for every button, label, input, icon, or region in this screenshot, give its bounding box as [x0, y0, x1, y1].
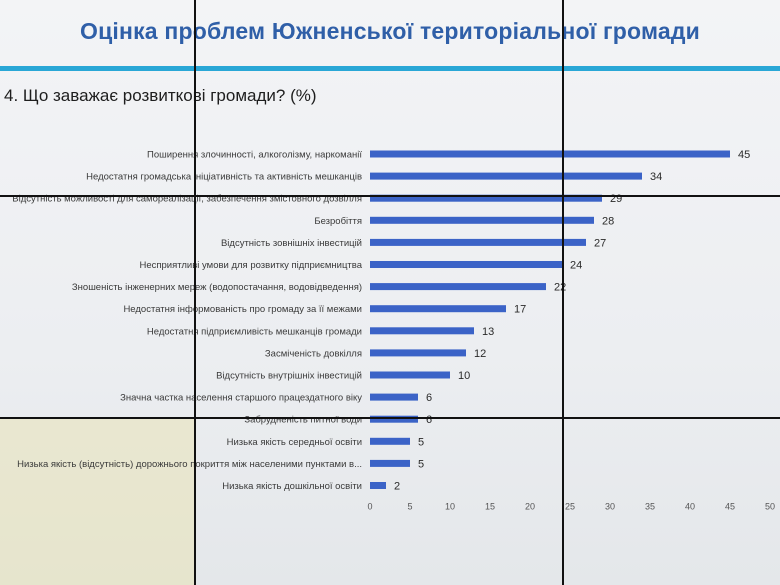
bar — [370, 150, 730, 158]
x-tick-label: 15 — [485, 502, 495, 512]
data-label: 5 — [418, 458, 424, 470]
category-label: Забрудненість питної води — [244, 415, 362, 426]
bar — [370, 459, 410, 467]
category-label: Поширення злочинності, алкоголізму, нарк… — [147, 150, 362, 161]
bar-chart: Поширення злочинності, алкоголізму, нарк… — [12, 149, 775, 512]
category-label: Зношеність інженерних мереж (водопостача… — [72, 282, 362, 293]
slide-title: Оцінка проблем Южненської територіальної… — [79, 18, 700, 44]
data-label: 5 — [418, 436, 424, 448]
screen-seam-horizontal-top — [0, 195, 780, 197]
screen-panel-tint — [0, 418, 195, 585]
bar — [370, 393, 418, 401]
x-tick-label: 10 — [445, 502, 455, 512]
x-tick-label: 5 — [407, 502, 412, 512]
x-tick-label: 25 — [565, 502, 575, 512]
x-tick-label: 45 — [725, 502, 735, 512]
data-label: 24 — [570, 260, 582, 272]
category-label: Недостатня підприємливість мешканців гро… — [147, 326, 362, 337]
bar — [370, 194, 602, 202]
category-label: Недостатня інформованість про громаду за… — [123, 304, 362, 315]
category-label: Безробіття — [314, 216, 362, 227]
data-label: 34 — [650, 171, 662, 183]
data-label: 28 — [602, 215, 614, 227]
screen-seam-vertical-right — [562, 0, 564, 585]
x-tick-label: 35 — [645, 502, 655, 512]
bar — [370, 327, 474, 335]
chart-question: 4. Що заважає розвиткові громади? (%) — [4, 86, 317, 105]
data-label: 27 — [594, 237, 606, 249]
category-label: Відсутність внутрішніх інвестицій — [216, 371, 362, 382]
category-label: Низька якість (відсутність) дорожнього п… — [17, 459, 362, 470]
category-label: Значна частка населення старшого працезд… — [120, 393, 362, 404]
x-tick-label: 0 — [367, 502, 372, 512]
data-label: 6 — [426, 414, 432, 426]
bar — [370, 437, 410, 445]
category-label: Відсутність зовнішніх інвестицій — [221, 238, 362, 249]
data-label: 13 — [482, 326, 494, 338]
category-label: Низька якість середньої освіти — [227, 437, 362, 448]
bar — [370, 305, 506, 313]
category-label: Низька якість дошкільної освіти — [222, 481, 362, 492]
screen-seam-vertical-left — [194, 0, 196, 585]
category-label: Відсутність можливості для самореалізаці… — [12, 194, 362, 205]
bar — [370, 371, 450, 379]
bar — [370, 261, 562, 268]
title-divider — [0, 66, 780, 71]
x-tick-label: 50 — [765, 502, 775, 512]
data-label: 6 — [426, 392, 432, 404]
bar — [370, 349, 466, 357]
bar — [370, 172, 642, 180]
bar — [370, 216, 594, 224]
x-tick-label: 20 — [525, 502, 535, 512]
category-label: Недостатня громадська ініціативність та … — [86, 172, 362, 183]
category-label: Засміченість довкілля — [265, 348, 362, 359]
data-label: 2 — [394, 481, 400, 493]
category-label: Несприятливі умови для розвитку підприєм… — [139, 260, 362, 271]
bar — [370, 283, 546, 291]
bar — [370, 482, 386, 489]
bar — [370, 238, 586, 246]
data-label: 12 — [474, 348, 486, 360]
data-label: 17 — [514, 304, 526, 316]
x-tick-label: 30 — [605, 502, 615, 512]
screen-seam-horizontal-bottom — [0, 417, 780, 419]
data-label: 22 — [554, 282, 566, 294]
bar — [370, 415, 418, 423]
data-label: 10 — [458, 370, 470, 382]
data-label: 45 — [738, 149, 750, 161]
x-tick-label: 40 — [685, 502, 695, 512]
